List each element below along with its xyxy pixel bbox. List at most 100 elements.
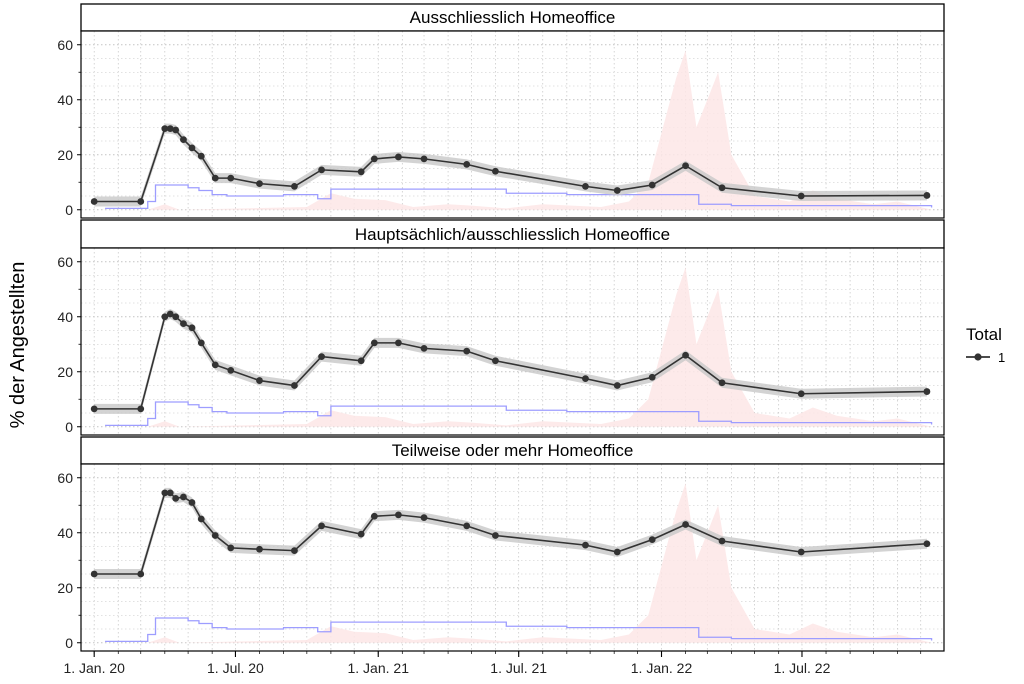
data-point (318, 166, 325, 174)
panels: Ausschliesslich Homeoffice0204060Hauptsä… (57, 3, 945, 652)
confidence-ribbon (94, 487, 927, 579)
data-point (718, 184, 726, 192)
cases-area (147, 50, 932, 210)
panel-border (80, 463, 945, 652)
x-tick-label: 1. Jan. 21 (347, 660, 409, 676)
data-point (357, 357, 365, 365)
x-tick-label: 1. Jan. 22 (631, 660, 693, 676)
y-tick-label: 40 (57, 525, 73, 541)
y-tick-label: 40 (57, 92, 73, 108)
panel-strip (80, 3, 945, 32)
cases-area (147, 483, 932, 643)
data-point (923, 540, 931, 548)
stringency-line (105, 401, 933, 427)
data-point (682, 521, 689, 528)
panel-border (80, 30, 945, 219)
data-point (648, 536, 656, 544)
legend-point-marker (974, 353, 982, 361)
data-point (492, 357, 499, 365)
legend-entry-label: 1 (998, 350, 1005, 365)
data-point (797, 548, 805, 556)
data-point (188, 144, 196, 152)
data-point (227, 544, 235, 552)
data-point (166, 125, 174, 133)
data-point (463, 347, 471, 355)
data-point (492, 532, 499, 539)
data-point (197, 515, 205, 523)
data-point (718, 537, 726, 545)
data-point (161, 489, 169, 497)
data-point (395, 339, 402, 347)
data-point (613, 187, 621, 194)
y-tick-label: 0 (65, 419, 73, 435)
data-point (211, 532, 219, 539)
data-point (256, 180, 263, 188)
data-point (188, 499, 196, 506)
data-point (90, 198, 98, 205)
data-point (923, 192, 931, 199)
y-tick-label: 60 (57, 37, 73, 53)
data-point (648, 373, 656, 381)
panel-title: Teilweise oder mehr Homeoffice (392, 441, 634, 460)
data-point (463, 522, 471, 530)
panel-title: Ausschliesslich Homeoffice (410, 8, 616, 27)
data-point (582, 375, 589, 383)
data-point (256, 545, 263, 553)
data-point (318, 353, 325, 361)
y-tick-label: 60 (57, 470, 73, 486)
legend: Total 1 (966, 325, 1005, 365)
data-point (582, 182, 589, 190)
data-point (797, 192, 805, 200)
panel-strip (80, 219, 945, 249)
panel-border (80, 247, 945, 436)
data-point (137, 198, 145, 205)
data-point (923, 388, 931, 395)
data-point (682, 351, 689, 359)
data-point (227, 366, 235, 374)
data-point (166, 310, 174, 318)
data-point (682, 162, 689, 170)
data-point (291, 182, 298, 190)
data-point (420, 514, 428, 522)
data-point (211, 361, 219, 369)
panel-title: Hauptsächlich/ausschliesslich Homeoffice (355, 225, 670, 244)
panel-strip (80, 436, 945, 465)
data-point (613, 548, 621, 556)
data-point (395, 153, 402, 161)
data-point (180, 136, 187, 144)
x-tick-label: 1. Jan. 20 (63, 660, 125, 676)
y-tick-label: 0 (65, 635, 73, 651)
x-tick-label: 1. Jul. 20 (207, 660, 264, 676)
data-point (357, 530, 365, 538)
data-point (137, 405, 145, 413)
data-point (357, 168, 365, 176)
data-point (291, 547, 298, 555)
y-tick-label: 60 (57, 254, 73, 270)
data-point (172, 313, 180, 321)
x-axis: 1. Jan. 20 1. Jul. 20 1. Jan. 21 1. Jul. 21… (63, 651, 922, 676)
y-tick-label: 0 (65, 202, 73, 218)
panel: Teilweise oder mehr Homeoffice 0 20 40 60 (57, 436, 945, 652)
stringency-line (105, 617, 933, 643)
data-point (420, 155, 428, 163)
y-tick-label: 20 (57, 147, 73, 163)
data-point (161, 125, 169, 133)
panel-background (81, 248, 944, 435)
data-point (613, 382, 621, 389)
data-point (197, 152, 205, 160)
data-point (797, 390, 805, 398)
data-point (137, 570, 145, 578)
y-tick-label: 20 (57, 580, 73, 596)
data-point (227, 174, 235, 182)
data-point (648, 181, 656, 189)
data-point (90, 570, 98, 578)
panel: Ausschliesslich Homeoffice 0 20 40 60 (57, 3, 945, 219)
stringency-line (105, 184, 933, 210)
data-point (370, 339, 378, 347)
y-tick-label: 40 (57, 309, 73, 325)
data-point (161, 313, 169, 321)
data-point (180, 320, 187, 328)
data-point (291, 382, 298, 389)
panel: Hauptsächlich/ausschliesslich Homeoffice… (57, 219, 945, 436)
